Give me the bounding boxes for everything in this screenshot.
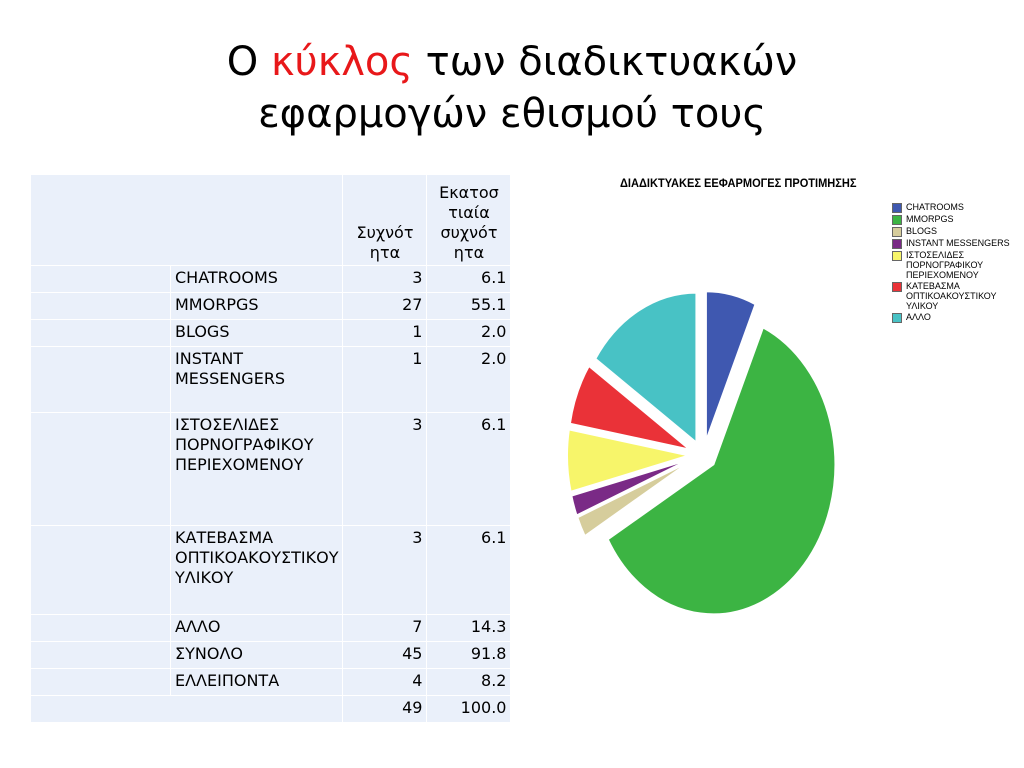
total-blank-cell [29,695,344,723]
legend-label: CHATROOMS [906,202,964,212]
title-highlight: κύκλος [270,39,413,85]
total-frequency: 49 [342,695,428,723]
row-frequency: 1 [342,346,428,413]
row-percent: 6.1 [426,525,512,615]
pie-slice [576,460,691,538]
table-header-row: Συχνότ ητα Εκατοσ τιαία συχνότ ητα [29,174,512,266]
legend-item: INSTANT MESSENGERS [892,238,1022,249]
header-percent: Εκατοσ τιαία συχνότ ητα [426,174,512,266]
legend-swatch [892,215,902,225]
row-blank-cell [30,412,171,526]
table-row: ΕΛΛΕΙΠΟΝΤΑ 4 8.2 [30,668,512,696]
legend-swatch [892,239,902,249]
table-row: MMORPGS 27 55.1 [30,292,512,320]
pie-slice [566,428,693,494]
legend-label: MMORPGS [906,214,954,224]
table-row: CHATROOMS 3 6.1 [30,265,512,293]
legend-item: CHATROOMS [892,202,1022,213]
row-label: ΣΥΝΟΛΟ [169,641,344,669]
row-blank-cell [30,265,171,293]
table-row: ΚΑΤΕΒΑΣΜΑ ΟΠΤΙΚΟΑΚΟΥΣΤΙΚΟΥ ΥΛΙΚΟΥ 3 6.1 [30,525,512,615]
row-frequency: 3 [342,412,428,526]
row-percent: 55.1 [426,292,512,320]
title-prefix: Ο [226,39,271,85]
total-percent: 100.0 [426,695,512,723]
legend-item: ΑΛΛΟ [892,312,1022,323]
pie-slice [606,325,837,616]
table-total-row: 49 100.0 [29,695,512,723]
legend-item: ΙΣΤΟΣΕΛΙΔΕΣ ΠΟΡΝΟΓΡΑΦΙΚΟΥ ΠΕΡΙΕΧΟΜΕΝΟΥ [892,250,1022,280]
row-percent: 2.0 [426,319,512,347]
row-percent: 91.8 [426,641,512,669]
legend-swatch [892,313,902,323]
legend-item: MMORPGS [892,214,1022,225]
row-percent: 6.1 [426,412,512,526]
row-label: ΚΑΤΕΒΑΣΜΑ ΟΠΤΙΚΟΑΚΟΥΣΤΙΚΟΥ ΥΛΙΚΟΥ [169,525,344,615]
row-label: CHATROOMS [169,265,344,293]
legend-swatch [892,227,902,237]
legend-item: ΚΑΤΕΒΑΣΜΑ ΟΠΤΙΚΟΑΚΟΥΣΤΙΚΟΥ ΥΛΙΚΟΥ [892,281,1022,311]
row-label: ΙΣΤΟΣΕΛΙΔΕΣ ΠΟΡΝΟΓΡΑΦΙΚΟΥ ΠΕΡΙΕΧΟΜΕΝΟΥ [169,412,344,526]
table-row: BLOGS 1 2.0 [30,319,512,347]
frequency-table: Συχνότ ητα Εκατοσ τιαία συχνότ ητα CHATR… [29,174,512,723]
row-frequency: 7 [342,614,428,642]
header-blank [29,174,344,266]
legend-swatch [892,203,902,213]
row-frequency: 3 [342,525,428,615]
pie-slice [594,291,698,445]
row-percent: 2.0 [426,346,512,413]
slide-title: Ο κύκλος των διαδικτυακών εφαρμογών εθισ… [0,36,1024,140]
row-blank-cell [30,525,171,615]
legend-label: INSTANT MESSENGERS [906,238,1010,248]
row-blank-cell [30,614,171,642]
table-row: INSTANT MESSENGERS 1 2.0 [30,346,512,413]
row-percent: 6.1 [426,265,512,293]
row-percent: 14.3 [426,614,512,642]
legend-label: BLOGS [906,226,938,236]
title-rest: των διαδικτυακών [412,39,798,85]
row-percent: 8.2 [426,668,512,696]
row-blank-cell [30,292,171,320]
legend-swatch [892,251,902,261]
legend-label: ΙΣΤΟΣΕΛΙΔΕΣ ΠΟΡΝΟΓΡΑΦΙΚΟΥ ΠΕΡΙΕΧΟΜΕΝΟΥ [906,250,984,280]
row-label: INSTANT MESSENGERS [169,346,344,413]
table-row: ΙΣΤΟΣΕΛΙΔΕΣ ΠΟΡΝΟΓΡΑΦΙΚΟΥ ΠΕΡΙΕΧΟΜΕΝΟΥ 3 6… [30,412,512,526]
row-frequency: 27 [342,292,428,320]
row-blank-cell [30,641,171,669]
row-blank-cell [30,319,171,347]
row-label: ΑΛΛΟ [169,614,344,642]
row-label: MMORPGS [169,292,344,320]
legend-item: BLOGS [892,226,1022,237]
pie-slice [570,458,691,517]
row-label: ΕΛΛΕΙΠΟΝΤΑ [169,668,344,696]
row-frequency: 4 [342,668,428,696]
row-blank-cell [30,346,171,413]
title-line2: εφαρμογών εθισμού τους [258,91,766,137]
chart-title: ΔΙΑΔΙΚΤΥΑΚΕΣ ΕΕΦΑΡΜΟΓΕΣ ΠΡΟΤΙΜΗΣΗΣ [620,176,857,190]
pie-slice [568,364,691,451]
legend-swatch [892,282,902,292]
table-row: ΑΛΛΟ 7 14.3 [30,614,512,642]
legend-label: ΑΛΛΟ [906,312,931,322]
legend-label: ΚΑΤΕΒΑΣΜΑ ΟΠΤΙΚΟΑΚΟΥΣΤΙΚΟΥ ΥΛΙΚΟΥ [906,281,997,311]
pie-slice [704,290,757,442]
chart-legend: CHATROOMS MMORPGS BLOGS INSTANT MESSENGERS Ι… [892,202,1022,324]
